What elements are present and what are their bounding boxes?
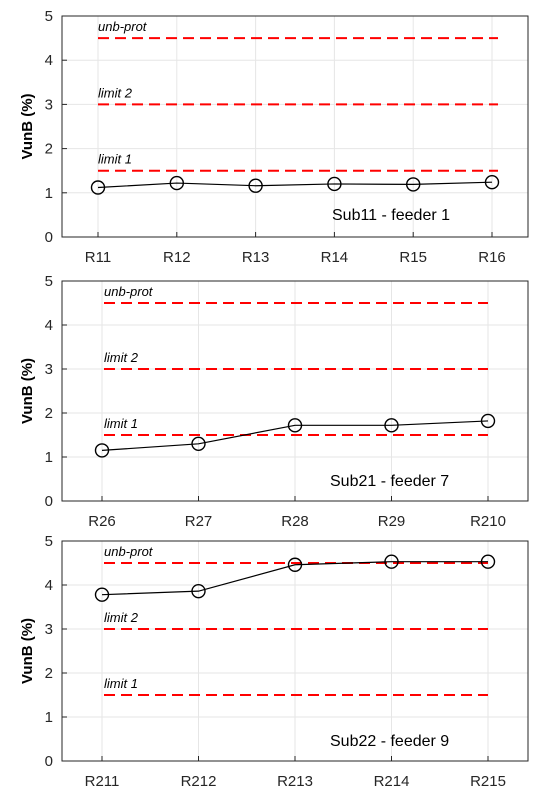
reference-line-label: limit 2: [104, 610, 139, 625]
y-axis-label: VunB (%): [19, 93, 36, 159]
panel-2: 0 1 2 3 4 5 R26 R27 R28 R29 R210 VunB (%) unb-prot li…: [19, 273, 529, 530]
y-tick-label: 4: [45, 317, 53, 334]
y-tick-label: 1: [45, 185, 53, 202]
reference-line-label: unb-prot: [98, 19, 148, 34]
x-tick-label: R11: [85, 249, 111, 266]
reference-line-label: unb-prot: [104, 284, 154, 299]
data-point: [384, 418, 399, 433]
data-point: [327, 176, 342, 192]
y-tick-label: 2: [45, 141, 53, 158]
data-point: [484, 174, 500, 190]
y-tick-label: 4: [45, 52, 53, 69]
x-tick-label: R212: [181, 773, 217, 790]
reference-line-label: limit 1: [104, 416, 138, 431]
data-point: [191, 436, 206, 451]
y-tick-label: 3: [45, 361, 53, 378]
y-tick-label: 0: [45, 229, 53, 246]
x-tick-label: R12: [163, 249, 191, 266]
x-tick-label: R215: [470, 773, 506, 790]
y-tick-label: 3: [45, 96, 53, 113]
data-point: [287, 557, 303, 572]
y-axis-label: VunB (%): [19, 358, 36, 424]
y-tick-label: 5: [45, 533, 53, 550]
y-tick-label: 0: [45, 753, 53, 770]
x-tick-label: R15: [399, 249, 427, 266]
x-tick-label: R210: [470, 513, 506, 530]
panel-3: 0 1 2 3 4 5 R211 R212 R213 R214 R215 VunB (%) unb-pr…: [19, 533, 529, 790]
x-tick-label: R29: [378, 513, 406, 530]
axes-box: [61, 15, 529, 238]
y-tick-label: 4: [45, 577, 53, 594]
y-tick-label: 1: [45, 709, 53, 726]
data-point: [94, 443, 110, 458]
y-tick-label: 5: [45, 8, 53, 25]
x-tick-label: R27: [185, 513, 213, 530]
data-point: [90, 180, 106, 195]
x-tick-label: R26: [88, 513, 116, 530]
x-tick-label: R211: [85, 773, 120, 790]
reference-line-label: limit 2: [104, 350, 139, 365]
y-tick-label: 5: [45, 273, 53, 290]
x-tick-label: R16: [478, 249, 506, 266]
panel-title: Sub22 - feeder 9: [330, 733, 449, 750]
y-tick-label: 1: [45, 449, 53, 466]
panel-title: Sub21 - feeder 7: [330, 473, 449, 490]
y-axis-label: VunB (%): [19, 618, 36, 684]
y-tick-label: 0: [45, 493, 53, 510]
x-tick-label: R213: [277, 773, 313, 790]
y-tick-label: 2: [45, 405, 53, 422]
x-tick-label: R14: [321, 249, 349, 266]
x-tick-label: R28: [281, 513, 309, 530]
data-point: [169, 175, 185, 191]
data-point: [94, 587, 110, 602]
reference-line-label: unb-prot: [104, 544, 154, 559]
series-line: [101, 420, 489, 451]
y-tick-label: 2: [45, 665, 53, 682]
data-point: [480, 413, 496, 429]
data-point: [480, 554, 496, 569]
data-point: [406, 177, 421, 192]
series-line: [97, 181, 493, 189]
reference-line-label: limit 2: [98, 85, 133, 100]
reference-line-label: limit 1: [104, 676, 138, 691]
data-point: [191, 583, 206, 599]
data-point: [384, 554, 399, 569]
y-tick-label: 3: [45, 621, 53, 638]
x-tick-label: R214: [374, 773, 410, 790]
plot-area: [62, 16, 528, 237]
series-line: [101, 561, 488, 596]
reference-line-label: limit 1: [98, 152, 132, 167]
data-point: [248, 178, 263, 193]
data-point: [287, 418, 303, 433]
x-tick-label: R13: [242, 249, 270, 266]
panel-1: 0 1 2 3 4 5 R11 R12 R13 R14 R15 R16 VunB (%) unb-prot…: [19, 8, 529, 266]
panel-title: Sub11 - feeder 1: [332, 207, 450, 224]
